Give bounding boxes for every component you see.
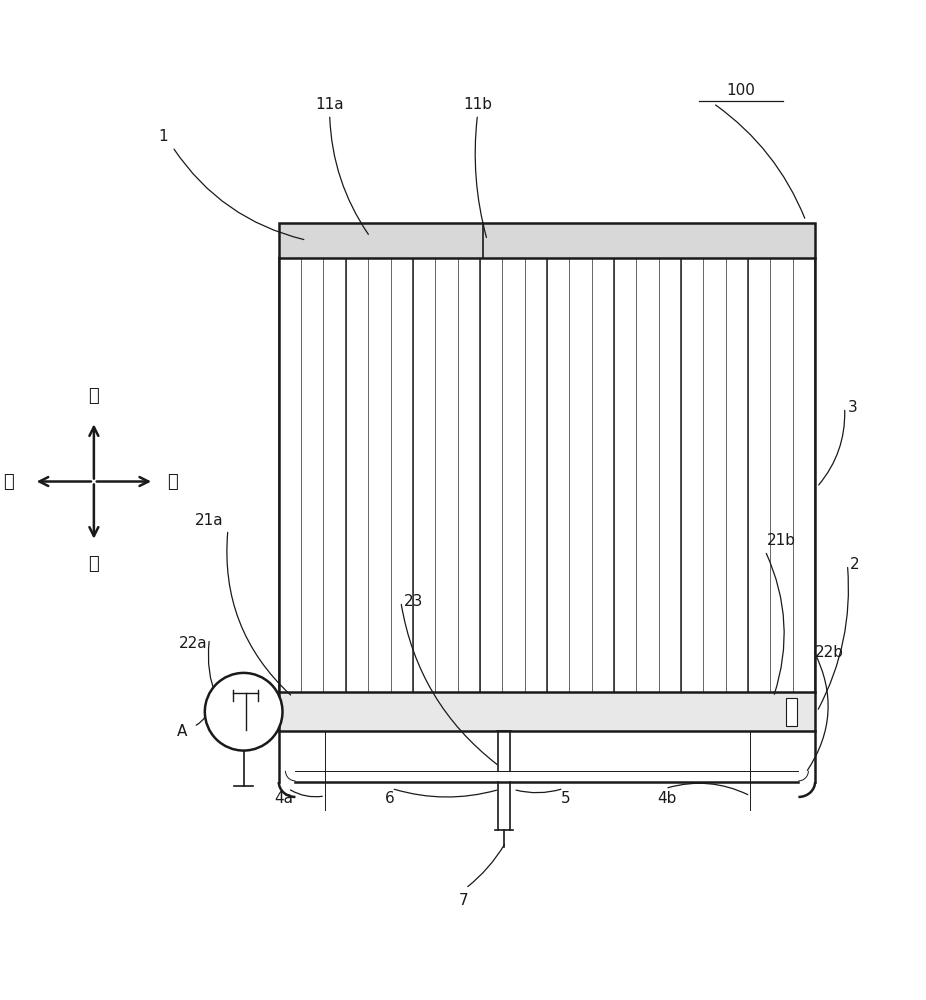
- Text: 3: 3: [847, 400, 857, 415]
- Bar: [279, 692, 815, 731]
- Text: 4a: 4a: [274, 791, 293, 806]
- Bar: [786, 698, 797, 726]
- Text: 1: 1: [158, 129, 168, 144]
- Text: 22a: 22a: [179, 636, 207, 651]
- Text: 23: 23: [404, 594, 423, 609]
- Text: 7: 7: [459, 893, 469, 908]
- Text: A: A: [177, 724, 187, 739]
- Text: 5: 5: [560, 791, 570, 806]
- Text: 22b: 22b: [815, 645, 845, 660]
- Text: 21a: 21a: [195, 513, 224, 528]
- Text: 下: 下: [89, 555, 99, 573]
- Text: 左: 左: [3, 473, 14, 491]
- Text: 2: 2: [850, 557, 860, 572]
- Text: 上: 上: [89, 387, 99, 405]
- Text: 4b: 4b: [657, 791, 677, 806]
- Text: 21b: 21b: [767, 533, 796, 548]
- Text: 100: 100: [727, 83, 756, 98]
- Text: 6: 6: [385, 791, 394, 806]
- Bar: [279, 223, 815, 258]
- Text: 11b: 11b: [463, 97, 492, 112]
- Text: 右: 右: [167, 473, 178, 491]
- Circle shape: [205, 673, 282, 751]
- Text: 11a: 11a: [316, 97, 344, 112]
